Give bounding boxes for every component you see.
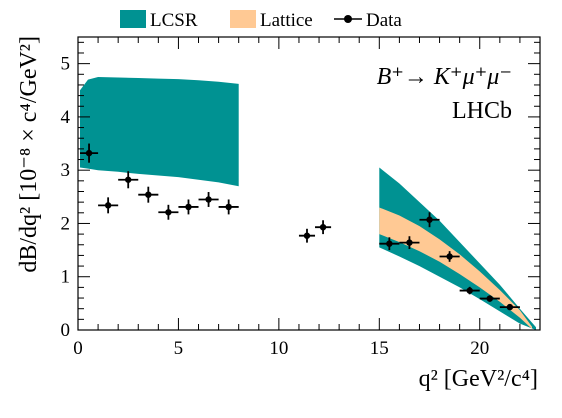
legend-swatch-lattice [230,10,256,28]
legend-label-lattice: Lattice [260,10,313,31]
plot-frame [77,36,541,331]
y-tick-label: 2 [61,213,71,234]
y-tick-label: 4 [61,107,71,128]
ticks-layer: 0 5 10 15 20 0 1 2 3 4 5 [61,37,541,359]
legend-swatch-lcsr [120,10,146,28]
x-tick-label: 20 [470,338,489,359]
decay-annotation: B⁺→ K⁺μ⁺μ⁻ [377,64,512,90]
legend-label-data: Data [366,10,402,31]
y-axis-label: dB/dq² [10⁻⁸ × c⁴/GeV²] [16,36,42,273]
legend-label-lcsr: LCSR [150,10,198,31]
data-point-12 [419,212,440,228]
x-tick-label: 15 [370,338,389,359]
x-axis-label: q² [GeV²/c⁴] [419,366,538,392]
data-point-3 [138,186,159,203]
x-tick-label: 5 [174,338,184,359]
data-point-7 [218,199,239,215]
lcsr-band-0 [80,77,239,187]
data-point-2 [118,171,139,189]
data-point-4 [158,204,179,220]
data-point-10 [379,237,400,251]
experiment-label: LHCb [452,98,512,124]
data-point-16 [499,303,520,311]
data-point-15 [479,295,500,302]
data-point-13 [439,251,460,262]
data-point-1 [98,197,119,214]
lattice-band-0 [379,207,532,329]
legend-marker-data [334,15,362,23]
data-point-5 [178,199,199,215]
y-tick-label: 5 [61,54,71,75]
legend: LCSR Lattice Data [120,10,402,31]
y-tick-label: 3 [61,160,71,181]
data-point-9 [315,220,332,235]
data-points-layer [80,143,520,311]
x-tick-label: 10 [269,338,288,359]
x-tick-label: 0 [73,338,83,359]
data-point-6 [198,192,219,207]
y-tick-label: 1 [61,267,71,288]
data-point-0 [80,143,99,163]
y-tick-label: 0 [61,320,71,341]
data-point-11 [399,236,420,250]
data-point-14 [459,286,480,295]
data-point-8 [298,228,316,243]
bands-layer [80,77,536,330]
